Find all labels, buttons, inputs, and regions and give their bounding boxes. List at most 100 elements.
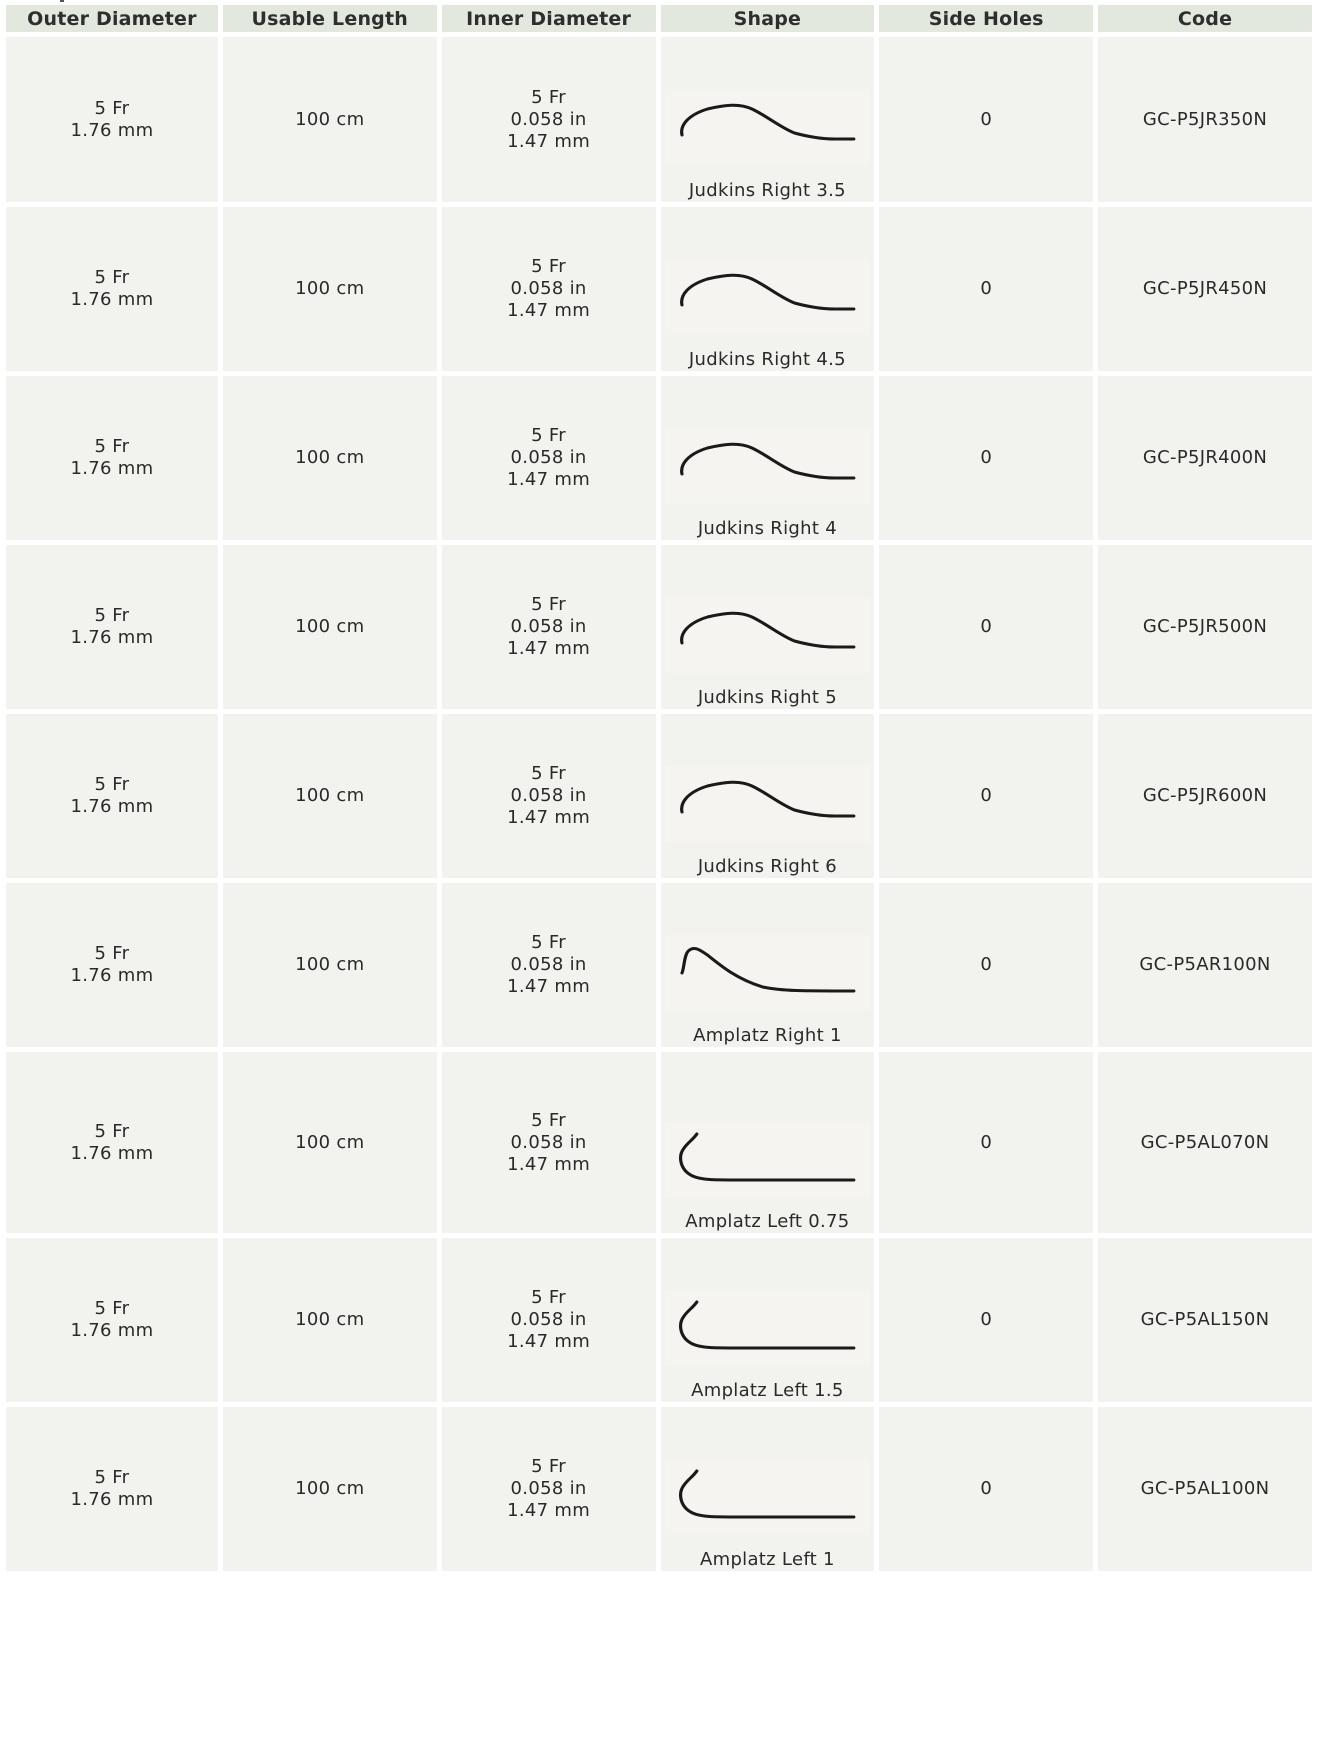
outer-diameter-mm: 1.76 mm [70, 1142, 154, 1164]
cell-code: GC-P5AL150N [1098, 1238, 1312, 1402]
inner-diameter-mm: 1.47 mm [507, 638, 591, 659]
inner-diameter-mm: 1.47 mm [507, 1500, 591, 1521]
cell-inner-diameter: 5 Fr 0.058 in 1.47 mm [441, 1238, 656, 1402]
side-holes-value: 0 [980, 1309, 993, 1330]
cropped-text-fragment [60, 0, 64, 2]
table-header-row: Outer Diameter Usable Length Inner Diame… [6, 5, 1312, 32]
cell-outer-diameter: 5 Fr 1.76 mm [6, 37, 218, 202]
product-code: GC-P5JR400N [1142, 447, 1268, 468]
table-row: 5 Fr 1.76 mm 100 cm 5 Fr 0.058 in 1.47 m… [6, 545, 1312, 709]
cell-shape: Amplatz Left 1.5 [660, 1238, 875, 1402]
inner-diameter-mm: 1.47 mm [507, 1153, 591, 1175]
catheter-spec-table: Outer Diameter Usable Length Inner Diame… [1, 0, 1317, 1576]
cell-code: GC-P5JR500N [1098, 545, 1312, 709]
outer-diameter-fr: 5 Fr [94, 436, 130, 457]
table-row: 5 Fr 1.76 mm 100 cm 5 Fr 0.058 in 1.47 m… [6, 376, 1312, 540]
table-row: 5 Fr 1.76 mm 100 cm 5 Fr 0.058 in 1.47 m… [6, 1407, 1312, 1571]
shape-name: Amplatz Left 0.75 [685, 1211, 850, 1232]
side-holes-value: 0 [980, 954, 993, 975]
cell-side-holes: 0 [879, 37, 1094, 202]
cell-outer-diameter: 5 Fr 1.76 mm [6, 376, 218, 540]
cell-side-holes: 0 [879, 1052, 1094, 1233]
product-code: GC-P5JR350N [1142, 108, 1268, 130]
cell-usable-length: 100 cm [222, 545, 437, 709]
cell-shape: Amplatz Left 1 [660, 1407, 875, 1571]
outer-diameter-fr: 5 Fr [94, 774, 130, 795]
inner-diameter-in: 0.058 in [510, 954, 587, 975]
cell-shape: Amplatz Right 1 [660, 883, 875, 1047]
usable-length-value: 100 cm [295, 1131, 365, 1153]
table-row: 5 Fr 1.76 mm 100 cm 5 Fr 0.058 in 1.47 m… [6, 37, 1312, 202]
cell-shape: Judkins Right 3.5 [660, 37, 875, 202]
product-code: GC-P5AR100N [1139, 954, 1271, 975]
cell-code: GC-P5JR450N [1098, 207, 1312, 371]
inner-diameter-mm: 1.47 mm [507, 1331, 591, 1352]
cell-shape: Amplatz Left 0.75 [660, 1052, 875, 1233]
shape-name: Judkins Right 5 [697, 687, 837, 708]
side-holes-value: 0 [980, 108, 993, 130]
outer-diameter-fr: 5 Fr [94, 267, 130, 288]
cell-usable-length: 100 cm [222, 37, 437, 202]
catheter-shape-image [664, 259, 871, 335]
cell-side-holes: 0 [879, 1238, 1094, 1402]
cell-outer-diameter: 5 Fr 1.76 mm [6, 883, 218, 1047]
outer-diameter-mm: 1.76 mm [70, 458, 154, 479]
inner-diameter-in: 0.058 in [510, 108, 587, 130]
side-holes-value: 0 [980, 278, 993, 299]
header-outer-diameter: Outer Diameter [6, 5, 218, 32]
inner-diameter-in: 0.058 in [510, 785, 587, 806]
header-shape: Shape [660, 5, 875, 32]
usable-length-value: 100 cm [295, 278, 365, 299]
inner-diameter-mm: 1.47 mm [507, 976, 591, 997]
inner-diameter-in: 0.058 in [510, 1309, 587, 1330]
table-row: 5 Fr 1.76 mm 100 cm 5 Fr 0.058 in 1.47 m… [6, 883, 1312, 1047]
table-row: 5 Fr 1.76 mm 100 cm 5 Fr 0.058 in 1.47 m… [6, 714, 1312, 878]
cell-side-holes: 0 [879, 883, 1094, 1047]
usable-length-value: 100 cm [295, 954, 365, 975]
cell-inner-diameter: 5 Fr 0.058 in 1.47 mm [441, 545, 656, 709]
outer-diameter-mm: 1.76 mm [70, 965, 154, 986]
outer-diameter-mm: 1.76 mm [70, 289, 154, 310]
table-row: 5 Fr 1.76 mm 100 cm 5 Fr 0.058 in 1.47 m… [6, 1052, 1312, 1233]
outer-diameter-mm: 1.76 mm [70, 1489, 154, 1510]
inner-diameter-fr: 5 Fr [531, 1109, 566, 1131]
cell-inner-diameter: 5 Fr 0.058 in 1.47 mm [441, 1052, 656, 1233]
catheter-curve-icon [679, 780, 855, 818]
inner-diameter-mm: 1.47 mm [507, 469, 591, 490]
cell-outer-diameter: 5 Fr 1.76 mm [6, 1238, 218, 1402]
cell-inner-diameter: 5 Fr 0.058 in 1.47 mm [441, 37, 656, 202]
product-code: GC-P5AL100N [1140, 1478, 1270, 1499]
catheter-curve-icon [679, 103, 855, 141]
side-holes-value: 0 [980, 447, 993, 468]
cell-shape: Judkins Right 4.5 [660, 207, 875, 371]
side-holes-value: 0 [980, 785, 993, 806]
shape-name: Judkins Right 4.5 [688, 349, 846, 370]
outer-diameter-fr: 5 Fr [94, 943, 130, 964]
cell-usable-length: 100 cm [222, 1052, 437, 1233]
inner-diameter-fr: 5 Fr [531, 425, 566, 446]
catheter-curve-icon [678, 1132, 855, 1182]
table-row: 5 Fr 1.76 mm 100 cm 5 Fr 0.058 in 1.47 m… [6, 1238, 1312, 1402]
catheter-shape-image [664, 766, 871, 842]
outer-diameter-fr: 5 Fr [94, 1298, 130, 1319]
inner-diameter-mm: 1.47 mm [507, 807, 591, 828]
inner-diameter-in: 0.058 in [510, 616, 587, 637]
catheter-shape-image [664, 1122, 871, 1198]
cell-usable-length: 100 cm [222, 1407, 437, 1571]
cell-usable-length: 100 cm [222, 207, 437, 371]
side-holes-value: 0 [980, 1478, 993, 1499]
catheter-shape-image [664, 597, 871, 673]
outer-diameter-fr: 5 Fr [94, 605, 130, 626]
cell-outer-diameter: 5 Fr 1.76 mm [6, 1052, 218, 1233]
cell-inner-diameter: 5 Fr 0.058 in 1.47 mm [441, 714, 656, 878]
cell-shape: Judkins Right 6 [660, 714, 875, 878]
inner-diameter-fr: 5 Fr [531, 1287, 566, 1308]
inner-diameter-in: 0.058 in [510, 447, 587, 468]
usable-length-value: 100 cm [295, 447, 365, 468]
cell-usable-length: 100 cm [222, 1238, 437, 1402]
cell-outer-diameter: 5 Fr 1.76 mm [6, 207, 218, 371]
header-inner-diameter: Inner Diameter [441, 5, 656, 32]
inner-diameter-fr: 5 Fr [531, 86, 566, 108]
outer-diameter-fr: 5 Fr [94, 97, 130, 119]
catheter-curve-icon [679, 442, 855, 480]
